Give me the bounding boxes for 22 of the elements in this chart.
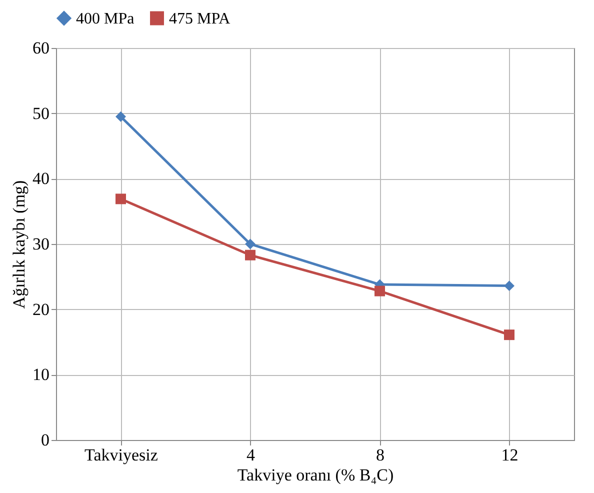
- y-tick-label: 60: [32, 38, 50, 58]
- y-axis-title: Ağırlık kaybı (mg): [10, 180, 28, 309]
- point: [245, 250, 256, 260]
- y-tick-label: 30: [32, 234, 50, 254]
- x-tick-label: 8: [376, 446, 384, 464]
- y-tick-label: 10: [32, 365, 50, 384]
- point: [504, 280, 514, 292]
- y-tick-label: 20: [32, 300, 50, 319]
- y-tick-label: 40: [32, 169, 50, 188]
- point: [116, 194, 126, 204]
- x-axis-title: Takviye oranı (% B₄C): [237, 466, 394, 484]
- point: [245, 238, 256, 250]
- y-tick-label: 50: [32, 104, 50, 123]
- point: [374, 286, 385, 296]
- x-tick-label: Takviyesiz: [84, 446, 158, 464]
- legend-label: 400 MPa: [76, 10, 134, 28]
- y-tick-label: 0: [41, 430, 50, 450]
- point: [116, 111, 126, 122]
- x-tick-label: 4: [246, 446, 256, 464]
- point: [504, 330, 514, 340]
- legend-label: 475 MPA: [169, 10, 231, 28]
- x-tick-label: 12: [501, 446, 518, 464]
